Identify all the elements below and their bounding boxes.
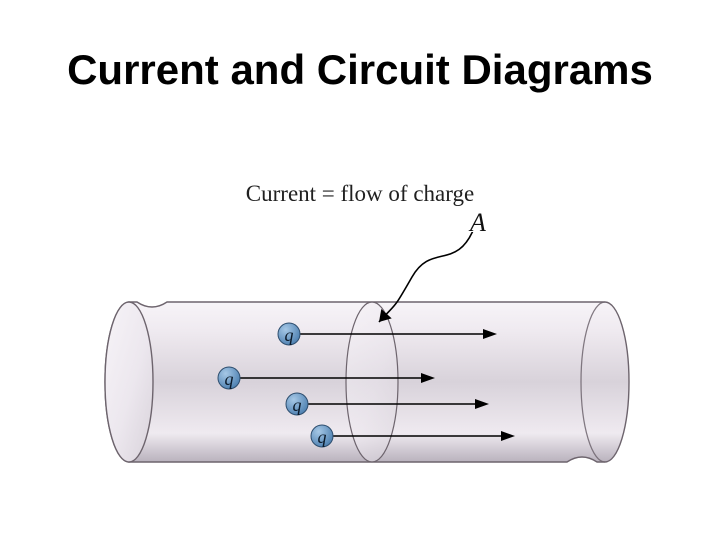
- charge-label-2: q: [293, 395, 302, 415]
- current-flow-diagram: qqqq: [97, 232, 637, 482]
- cylinder-left-cap: [105, 302, 153, 462]
- subtitle-equation: Current = flow of charge: [0, 181, 720, 207]
- charge-label-0: q: [285, 325, 294, 345]
- charge-label-3: q: [318, 427, 327, 447]
- charge-label-1: q: [225, 369, 234, 389]
- cross-section-ellipse: [346, 302, 398, 462]
- slide-title: Current and Circuit Diagrams: [0, 46, 720, 94]
